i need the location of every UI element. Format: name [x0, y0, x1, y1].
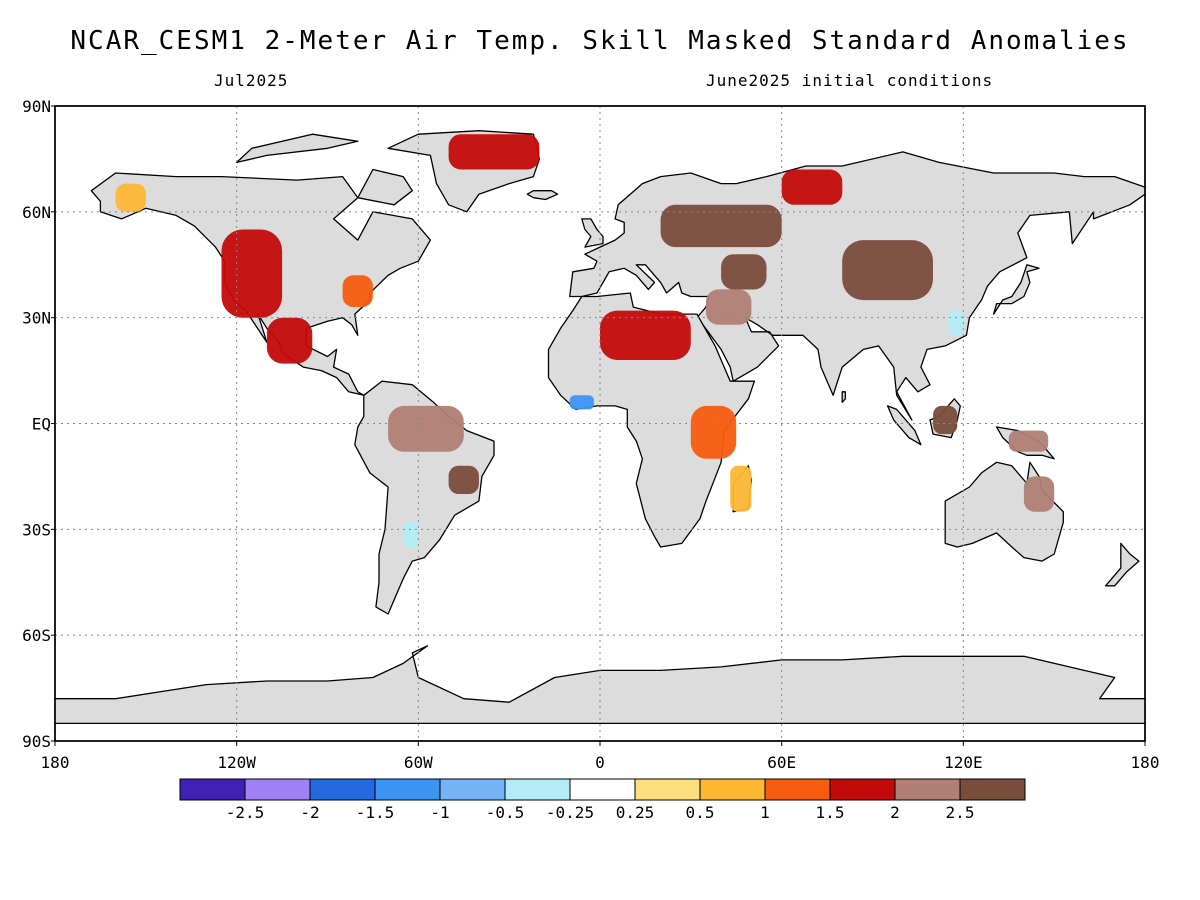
lon-tick-label: 60W [404, 753, 433, 772]
antarctica-outline [54, 645, 1146, 725]
arctic-islands-outline [236, 133, 359, 164]
anomaly-layer [115, 134, 1055, 547]
anomaly-eastern-australia [1023, 476, 1055, 512]
japan-outline [992, 264, 1040, 315]
colorbar-label: 2 [890, 803, 900, 822]
colorbar-swatch [569, 778, 636, 801]
axis-labels: 90N 60N 30N EQ 30S 60S 90S 180 120W 60W 0 60E 120E 18… [22, 97, 1159, 772]
lon-tick-label: 60E [767, 753, 796, 772]
iceland-outline [526, 190, 559, 201]
anomaly-siberia-north-coast [781, 169, 843, 205]
anomaly-sahara [600, 310, 691, 360]
lon-tick-label: 0 [595, 753, 605, 772]
anomaly-western-north-america [221, 229, 283, 318]
colorbar-swatch [309, 778, 376, 801]
anomaly-alaska [115, 183, 146, 212]
colorbar-label: 2.5 [946, 803, 975, 822]
colorbar-label: -0.5 [486, 803, 525, 822]
colorbar-label: -2.5 [226, 803, 265, 822]
colorbar-swatch [634, 778, 701, 801]
anomaly-central-asia-mongolia [842, 240, 933, 301]
lat-tick-label: EQ [32, 415, 51, 434]
sumatra-outline [886, 405, 922, 446]
lat-tick-label: 30N [22, 309, 51, 328]
colorbar-swatch [699, 778, 766, 801]
anomaly-caspian-region [721, 254, 767, 290]
lon-tick-label: 180 [41, 753, 70, 772]
anomaly-eastern-china [948, 310, 964, 336]
colorbar-label: 1.5 [816, 803, 845, 822]
lon-tick-label: 120W [217, 753, 256, 772]
anomaly-northern-argentina [403, 522, 419, 547]
colorbar-label: -1.5 [356, 803, 395, 822]
colorbar-label: 0.25 [616, 803, 655, 822]
graticule [55, 106, 1145, 741]
anomaly-european-russia [660, 204, 782, 248]
anomaly-madagascar [730, 465, 752, 512]
anomaly-eastern-brazil [448, 465, 479, 494]
colorbar-label: -1 [430, 803, 449, 822]
lat-tick-label: 60S [22, 626, 51, 645]
new-zealand-outline [1104, 542, 1140, 587]
valid-month-label: Jul2025 [214, 71, 289, 90]
map-title: NCAR_CESM1 2-Meter Air Temp. Skill Maske… [70, 26, 1130, 56]
anomaly-eastern-north-america [342, 275, 373, 307]
anomaly-new-guinea [1008, 430, 1049, 452]
baffin-outline [357, 168, 413, 206]
anomaly-greenland [448, 134, 540, 170]
anomaly-west-african-coast [569, 395, 594, 410]
anomaly-east-africa [690, 405, 737, 459]
colorbar-label: 1 [760, 803, 770, 822]
colorbar: -2.5 -2 -1.5 -1 -0.5 -0.25 0.25 0.5 1 1.5 2 2.5 [179, 778, 1026, 822]
lon-tick-label: 120E [944, 753, 983, 772]
lat-tick-label: 30S [22, 520, 51, 539]
lat-tick-label: 90S [22, 732, 51, 751]
colorbar-swatch [374, 778, 441, 801]
british-isles-outline [581, 218, 604, 248]
colorbar-swatch [829, 778, 896, 801]
colorbar-swatch [894, 778, 961, 801]
colorbar-swatch [179, 778, 246, 801]
sri-lanka-outline [841, 391, 846, 403]
map-border [54, 105, 1146, 742]
colorbar-swatch [244, 778, 311, 801]
colorbar-label: -2 [300, 803, 319, 822]
lat-tick-label: 60N [22, 203, 51, 222]
colorbar-label: -0.25 [546, 803, 594, 822]
anomaly-middle-east [706, 289, 752, 325]
anomaly-borneo [933, 405, 958, 435]
colorbar-swatch [504, 778, 571, 801]
anomaly-mexico [266, 317, 313, 364]
anomaly-amazon [388, 405, 464, 452]
colorbar-swatch [764, 778, 831, 801]
init-conditions-label: June2025 initial conditions [706, 71, 994, 90]
colorbar-swatch [439, 778, 506, 801]
lon-tick-label: 180 [1131, 753, 1160, 772]
colorbar-label: 0.5 [686, 803, 715, 822]
colorbar-swatch [959, 778, 1026, 801]
lat-tick-label: 90N [22, 97, 51, 116]
